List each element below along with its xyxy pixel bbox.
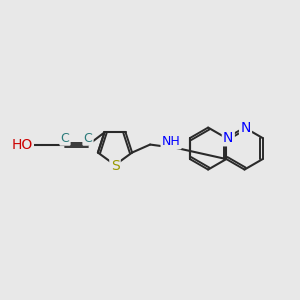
Text: S: S: [111, 159, 119, 173]
Text: N: N: [240, 121, 251, 135]
Text: NH: NH: [162, 135, 181, 148]
Text: N: N: [223, 131, 233, 145]
Text: C: C: [84, 131, 92, 145]
Text: C: C: [61, 131, 69, 145]
Text: HO: HO: [11, 138, 33, 152]
